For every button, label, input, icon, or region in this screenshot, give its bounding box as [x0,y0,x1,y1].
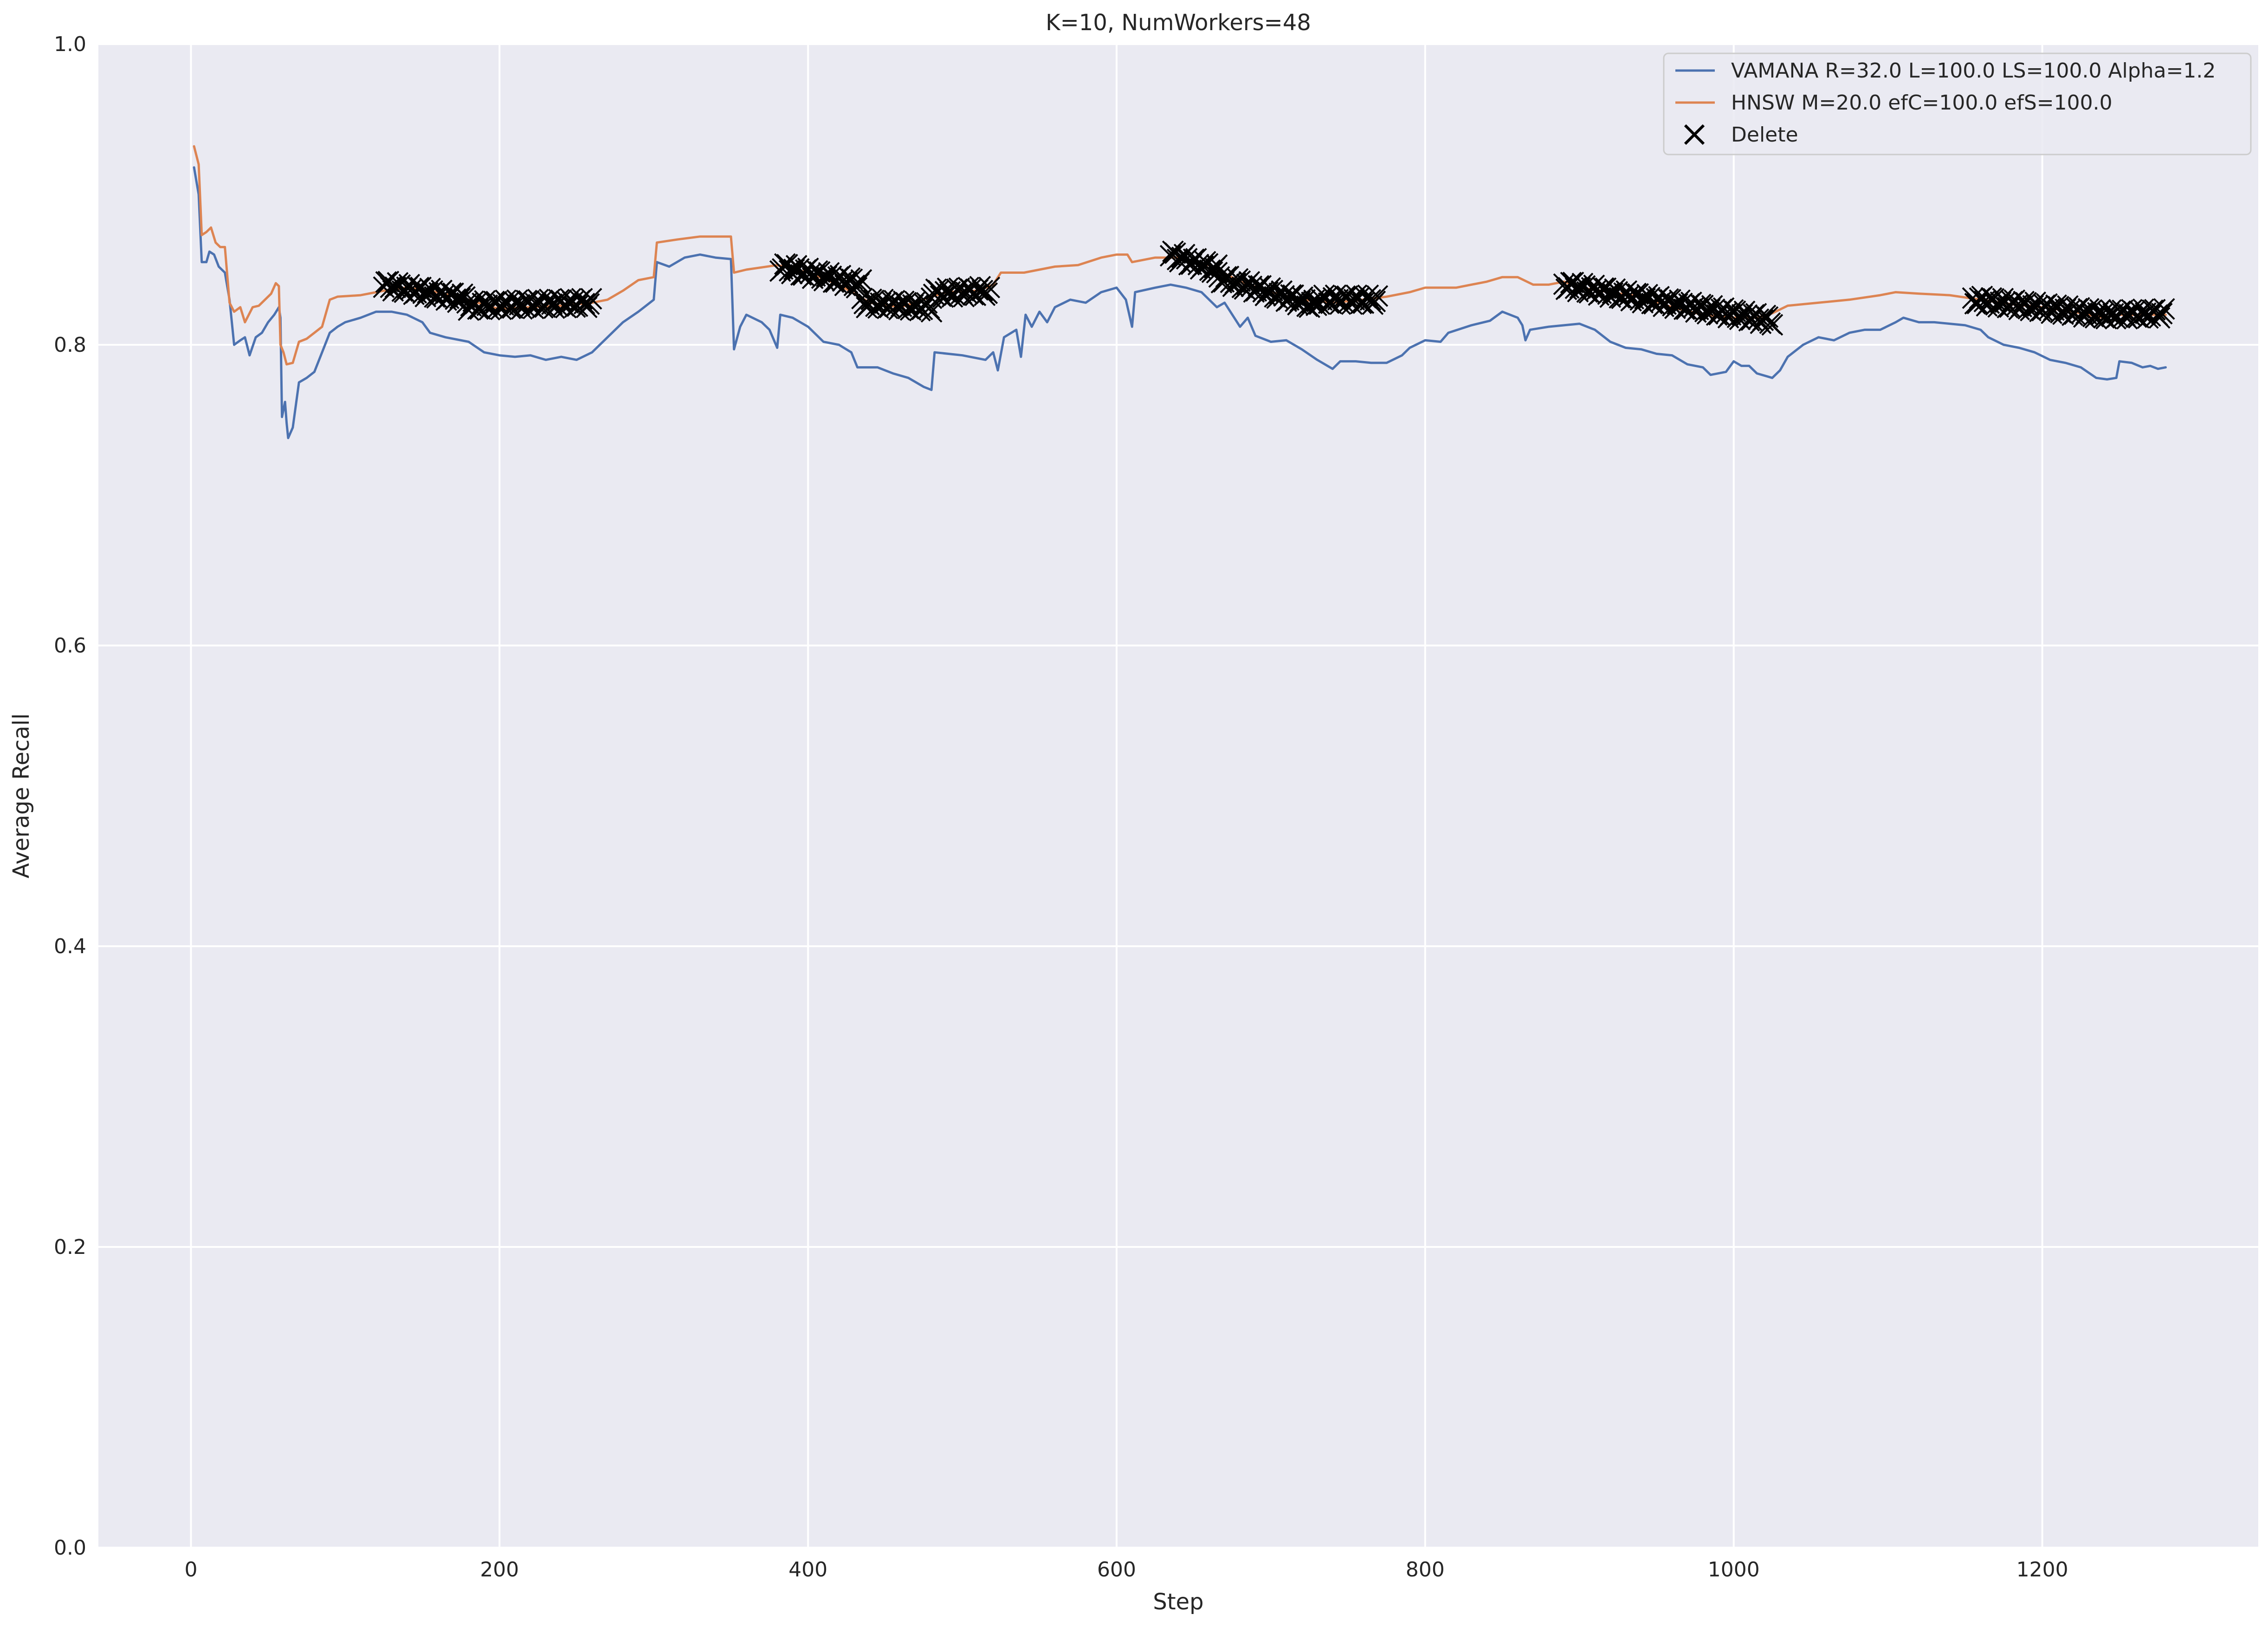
delete-marker [2153,298,2175,320]
delete-marker [426,287,448,309]
delete-markers [373,240,2175,336]
delete-marker [1606,281,1628,303]
delete-marker [1574,275,1596,297]
delete-marker [971,279,994,302]
delete-marker [1761,314,1783,336]
delete-marker [1366,285,1389,307]
y-axis-label: Average Recall [8,713,34,878]
delete-marker [1999,296,2021,318]
delete-marker [788,258,810,280]
delete-marker [2031,299,2054,322]
tick-labels: 0 200 400 600 800 1000 1200 0.0 0.2 0.4 0.6 0.8 1.0 [54,32,2068,1582]
delete-marker [850,269,872,291]
y-tick-label: 0.4 [54,935,86,958]
delete-marker [1364,291,1386,313]
y-tick-label: 0.8 [54,333,86,357]
delete-marker [1643,293,1665,315]
delete-marker [976,282,998,304]
chart-title: K=10, NumWorkers=48 [1046,10,1311,36]
delete-marker [2089,299,2111,321]
legend-box [1663,52,2252,155]
delete-marker [2151,303,2173,325]
y-tick-label: 0.6 [54,634,86,658]
series-line-vamana [193,166,2167,439]
x-tick-label: 1200 [2016,1558,2068,1582]
delete-marker [421,280,444,302]
y-tick-label: 0.0 [54,1536,86,1560]
x-tick-label: 200 [480,1558,519,1582]
delete-marker [1359,289,1382,311]
x-tick-label: 600 [1097,1558,1136,1582]
delete-marker [573,292,595,315]
legend-label-hnsw: HNSW M=20.0 efC=100.0 efS=100.0 [1731,91,2113,115]
delete-marker [1611,287,1633,310]
legend-label-delete: Delete [1731,123,1798,147]
y-tick-label: 0.2 [54,1235,86,1259]
y-tick-label: 1.0 [54,32,86,56]
x-tick-label: 1000 [1708,1558,1760,1582]
legend-marker-delete [1684,124,1705,145]
x-axis-label: Step [1153,1589,1203,1615]
delete-marker [1966,292,1989,315]
x-tick-label: 400 [788,1558,827,1582]
plot-area [98,44,2258,1548]
grid-lines [98,43,2258,1549]
delete-marker [1578,282,1601,304]
delete-marker [389,274,411,296]
delete-marker [911,298,933,321]
x-tick-label: 0 [184,1558,197,1582]
delete-marker [1747,308,1770,330]
delete-marker [449,287,471,310]
legend-label-vamana: VAMANA R=32.0 L=100.0 LS=100.0 Alpha=1.2 [1731,59,2216,83]
delete-marker [578,293,600,315]
delete-marker [1261,279,1284,302]
delete-marker [580,288,602,310]
legend: VAMANA R=32.0 L=100.0 LS=100.0 Alpha=1.2… [1663,52,2252,155]
delete-marker [394,281,416,303]
x-tick-label: 800 [1406,1558,1445,1582]
delete-marker [1639,286,1661,309]
delete-marker [978,277,1001,298]
